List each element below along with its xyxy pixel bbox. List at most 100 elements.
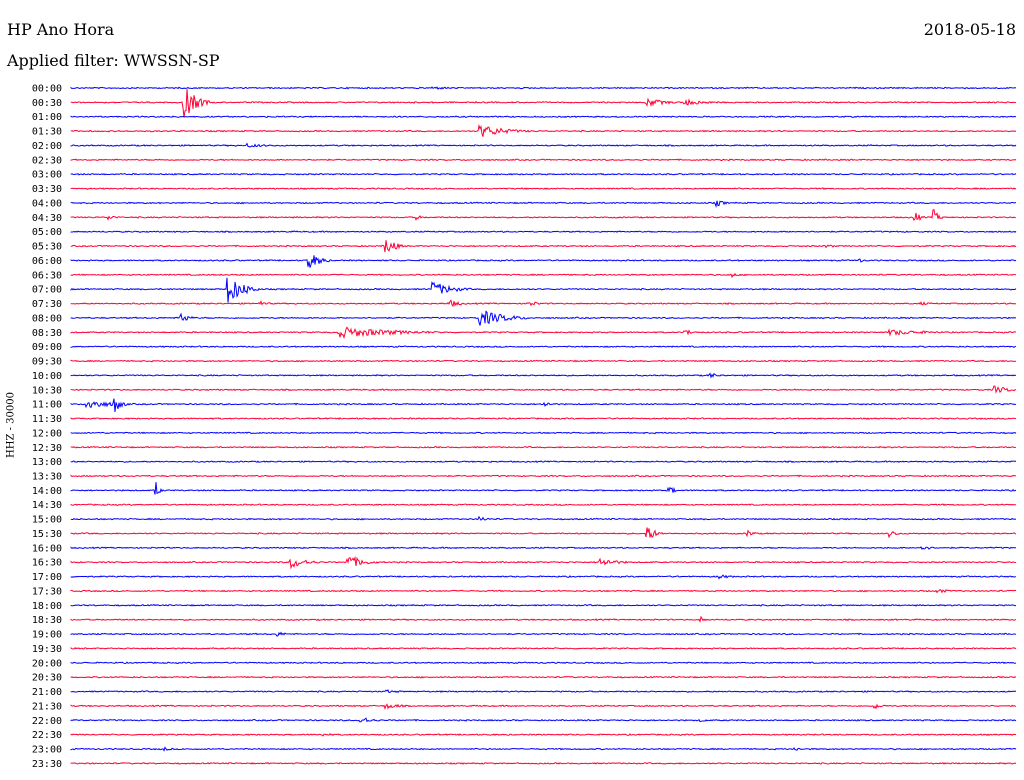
trace-row bbox=[70, 631, 1017, 637]
row-time-label: 21:00 bbox=[32, 687, 62, 698]
trace-row bbox=[70, 240, 1017, 253]
row-time-label: 12:00 bbox=[32, 428, 62, 439]
row-time-label: 15:30 bbox=[32, 529, 62, 540]
row-time-label: 15:00 bbox=[32, 515, 62, 526]
row-time-label: 20:00 bbox=[32, 658, 62, 669]
row-time-label: 01:30 bbox=[32, 127, 62, 138]
row-time-label: 09:30 bbox=[32, 357, 62, 368]
row-time-label: 22:30 bbox=[32, 730, 62, 741]
trace-row bbox=[70, 230, 1017, 234]
row-time-label: 14:00 bbox=[32, 486, 62, 497]
trace-row bbox=[70, 115, 1017, 119]
trace-row bbox=[70, 277, 1017, 303]
row-time-label: 04:30 bbox=[32, 213, 62, 224]
row-time-label: 10:00 bbox=[32, 371, 62, 382]
row-time-label: 21:30 bbox=[32, 701, 62, 712]
trace-row bbox=[70, 299, 1017, 308]
filter-label: Applied filter: bbox=[7, 51, 119, 70]
row-time-label: 03:00 bbox=[32, 170, 62, 181]
trace-row bbox=[70, 255, 1017, 268]
trace-row bbox=[70, 574, 1017, 580]
trace-row bbox=[70, 589, 1017, 594]
trace-row bbox=[70, 503, 1017, 507]
trace-row bbox=[70, 310, 1017, 326]
row-time-label: 01:00 bbox=[32, 112, 62, 123]
trace-row bbox=[70, 272, 1017, 279]
row-time-label: 18:30 bbox=[32, 615, 62, 626]
row-time-label: 07:30 bbox=[32, 299, 62, 310]
row-time-label: 02:30 bbox=[32, 155, 62, 166]
trace-row bbox=[70, 209, 1017, 222]
row-time-label: 17:30 bbox=[32, 586, 62, 597]
trace-row bbox=[70, 647, 1017, 650]
trace-row bbox=[70, 172, 1017, 176]
row-time-label: 11:30 bbox=[32, 414, 62, 425]
trace-row bbox=[70, 398, 1017, 412]
trace-row bbox=[70, 603, 1017, 607]
row-time-label: 00:30 bbox=[32, 98, 62, 109]
row-time-label: 07:00 bbox=[32, 285, 62, 296]
trace-row bbox=[70, 661, 1017, 665]
trace-row bbox=[70, 546, 1017, 550]
trace-row bbox=[70, 372, 1017, 379]
trace-row bbox=[70, 615, 1017, 623]
trace-row bbox=[70, 431, 1017, 435]
trace-row bbox=[70, 460, 1017, 464]
row-time-label: 19:00 bbox=[32, 630, 62, 641]
trace-row bbox=[70, 555, 1017, 570]
trace-row bbox=[70, 703, 1017, 710]
row-time-label: 17:00 bbox=[32, 572, 62, 583]
trace-row bbox=[70, 445, 1017, 449]
row-time-label: 14:30 bbox=[32, 500, 62, 511]
trace-row bbox=[70, 474, 1017, 478]
row-time-label: 16:00 bbox=[32, 543, 62, 554]
trace-row bbox=[70, 158, 1017, 162]
row-time-label: 04:00 bbox=[32, 198, 62, 209]
filter-line: Applied filter: WWSSN-SP bbox=[7, 51, 220, 70]
trace-row bbox=[70, 417, 1017, 420]
trace-row bbox=[70, 385, 1017, 394]
row-time-label: 23:30 bbox=[32, 759, 62, 770]
row-time-label: 13:00 bbox=[32, 457, 62, 468]
trace-row bbox=[70, 326, 1017, 340]
trace-row bbox=[70, 732, 1017, 737]
row-time-label: 11:00 bbox=[32, 400, 62, 411]
row-time-label: 06:30 bbox=[32, 270, 62, 281]
row-time-label: 19:30 bbox=[32, 644, 62, 655]
row-time-label: 16:30 bbox=[32, 558, 62, 569]
row-time-label: 23:00 bbox=[32, 745, 62, 756]
row-time-label: 18:00 bbox=[32, 601, 62, 612]
trace-row bbox=[70, 689, 1017, 694]
row-time-label: 12:30 bbox=[32, 443, 62, 454]
filter-value: WWSSN-SP bbox=[123, 51, 220, 70]
trace-row bbox=[70, 359, 1017, 363]
trace-row bbox=[70, 515, 1017, 521]
row-time-label: 20:30 bbox=[32, 673, 62, 684]
trace-row bbox=[70, 142, 1017, 148]
trace-row bbox=[70, 187, 1017, 190]
station-title: HP Ano Hora bbox=[7, 20, 115, 39]
row-time-label: 10:30 bbox=[32, 385, 62, 396]
trace-row bbox=[70, 675, 1017, 679]
row-time-label: 08:30 bbox=[32, 328, 62, 339]
trace-row bbox=[70, 89, 1017, 118]
record-date: 2018-05-18 bbox=[923, 20, 1016, 39]
row-time-label: 09:00 bbox=[32, 342, 62, 353]
row-time-label: 02:00 bbox=[32, 141, 62, 152]
trace-row bbox=[70, 746, 1017, 752]
trace-row bbox=[70, 200, 1017, 209]
row-time-label: 08:00 bbox=[32, 313, 62, 324]
trace-row bbox=[70, 527, 1017, 539]
row-time-label: 06:00 bbox=[32, 256, 62, 267]
trace-row bbox=[70, 86, 1017, 90]
row-time-label: 05:30 bbox=[32, 242, 62, 253]
row-time-label: 03:30 bbox=[32, 184, 62, 195]
trace-row bbox=[70, 123, 1017, 137]
row-time-label: 22:00 bbox=[32, 716, 62, 727]
row-time-label: 05:00 bbox=[32, 227, 62, 238]
trace-row bbox=[70, 717, 1017, 723]
trace-row bbox=[70, 345, 1017, 349]
row-time-label: 00:00 bbox=[32, 84, 62, 95]
row-time-label: 13:30 bbox=[32, 471, 62, 482]
